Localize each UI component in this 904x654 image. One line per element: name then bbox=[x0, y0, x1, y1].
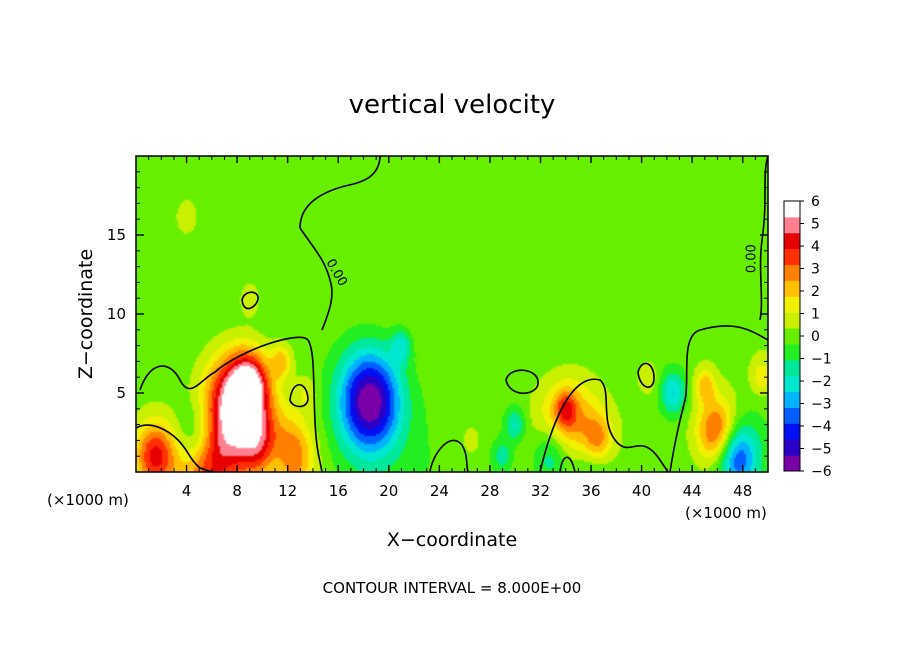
x-tick-label-28: 28 bbox=[480, 482, 499, 500]
x-unit-left: (×1000 m) bbox=[47, 491, 129, 509]
colorbar: 6 5 4 3 2 1 0 −1 −2 −3 −4 −5 −6 bbox=[783, 194, 832, 480]
velocity-field bbox=[136, 156, 768, 472]
zero-contours bbox=[136, 156, 768, 472]
colorbar-bin bbox=[784, 296, 800, 313]
colorbar-bin bbox=[784, 248, 800, 266]
y-tick-label-10: 10 bbox=[107, 305, 126, 323]
x-axis-label: X−coordinate bbox=[387, 529, 517, 551]
x-tick-label-4: 4 bbox=[182, 482, 192, 500]
x-tick-label-20: 20 bbox=[379, 482, 398, 500]
colorbar-tick-label: 0 bbox=[811, 329, 820, 345]
x-tick-label-16: 16 bbox=[329, 482, 348, 500]
colorbar-tick-label: 1 bbox=[811, 307, 820, 323]
colorbar-bin bbox=[784, 216, 800, 234]
zero-contour-blob-1 bbox=[241, 291, 259, 310]
colorbar-bin bbox=[784, 455, 800, 472]
zero-contour-bottom-3 bbox=[559, 456, 576, 472]
x-tick-label-40: 40 bbox=[632, 482, 651, 500]
zero-contour-bottom-2 bbox=[539, 378, 669, 472]
x-tick-label-32: 32 bbox=[531, 482, 550, 500]
colorbar-bin bbox=[784, 439, 800, 456]
colorbar-bin bbox=[784, 264, 800, 281]
colorbar-bin bbox=[784, 423, 800, 440]
colorbar-tick-label: −2 bbox=[811, 374, 832, 390]
colorbar-tick-label: −4 bbox=[811, 419, 832, 435]
zero-contour-blob-4 bbox=[637, 362, 655, 388]
colorbar-tick-label: −5 bbox=[811, 442, 832, 458]
y-tick-label-5: 5 bbox=[116, 384, 126, 402]
colorbar-tick-label: −1 bbox=[811, 352, 832, 368]
colorbar-tick-label: 6 bbox=[811, 194, 820, 210]
y-axis-label: Z−coordinate bbox=[75, 249, 97, 379]
colorbar-bins bbox=[784, 201, 800, 472]
colorbar-tick-label: 2 bbox=[811, 284, 820, 300]
colorbar-bin bbox=[784, 232, 800, 250]
colorbar-bin bbox=[784, 407, 800, 424]
colorbar-bin bbox=[784, 201, 800, 218]
colorbar-tick-label: −3 bbox=[811, 397, 832, 413]
zero-contour-main-left bbox=[136, 424, 213, 472]
contour-interval-note: CONTOUR INTERVAL = 8.000E+00 bbox=[323, 579, 582, 597]
zero-contour-central bbox=[299, 156, 381, 331]
zero-contour-updraft-boundary bbox=[139, 336, 323, 472]
zero-contour-right bbox=[669, 325, 768, 472]
x-tick-label-12: 12 bbox=[278, 482, 297, 500]
colorbar-tick-label: 4 bbox=[811, 239, 820, 255]
colorbar-bin bbox=[784, 359, 800, 377]
colorbar-bin bbox=[784, 391, 800, 408]
y-tick-label-15: 15 bbox=[107, 226, 126, 244]
zero-contour-blob-2 bbox=[289, 383, 309, 408]
colorbar-tick-label: 3 bbox=[811, 262, 820, 278]
colorbar-bin bbox=[784, 343, 800, 361]
colorbar-tick-labels: 6 5 4 3 2 1 0 −1 −2 −3 −4 −5 −6 bbox=[800, 194, 832, 480]
colorbar-tick-label: −6 bbox=[811, 464, 832, 480]
chart-title: vertical velocity bbox=[349, 90, 556, 120]
colorbar-bin bbox=[784, 312, 800, 329]
zero-contour-right-top bbox=[759, 156, 768, 321]
x-tick-label-8: 8 bbox=[232, 482, 242, 500]
colorbar-bin bbox=[784, 328, 800, 345]
contour-label: 0.00 bbox=[744, 244, 759, 273]
x-tick-label-48: 48 bbox=[733, 482, 752, 500]
colorbar-bin bbox=[784, 375, 800, 393]
colorbar-tick-label: 5 bbox=[811, 217, 820, 233]
zero-contour-blob-3 bbox=[505, 369, 539, 395]
x-unit-right: (×1000 m) bbox=[685, 504, 767, 522]
x-tick-label-44: 44 bbox=[683, 482, 702, 500]
zero-contour-bottom-1 bbox=[429, 439, 469, 472]
x-tick-label-36: 36 bbox=[581, 482, 600, 500]
x-tick-label-24: 24 bbox=[430, 482, 449, 500]
colorbar-bin bbox=[784, 280, 800, 297]
